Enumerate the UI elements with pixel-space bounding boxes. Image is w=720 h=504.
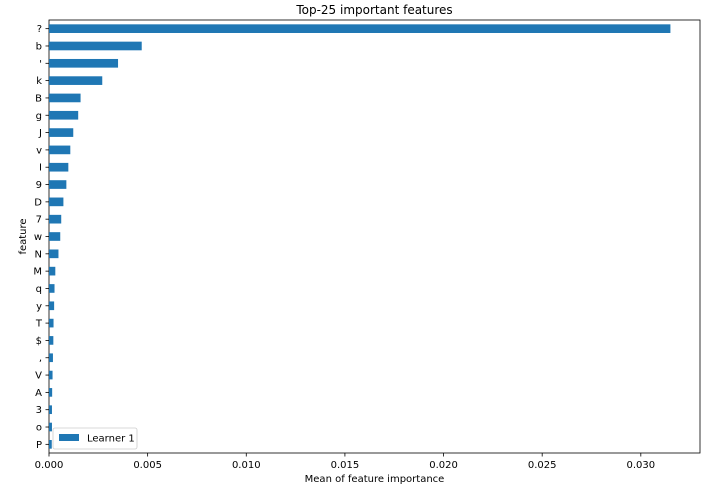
y-tick-label: B [35,93,42,104]
y-tick-label: V [35,371,42,382]
plot-frame [48,19,701,454]
y-tick-label: b [36,41,42,52]
bar-11 [49,214,62,224]
y-tick-label: , [39,353,42,364]
x-tick-label: 0.020 [429,460,458,471]
y-axis-title: feature [18,218,29,254]
y-tick-label: g [36,111,42,122]
bar-24 [49,440,52,449]
y-tick-label: N [35,249,42,260]
y-tick-label: A [35,388,42,399]
bar-16 [49,301,55,311]
y-tick-label: 7 [36,215,42,226]
bar-4 [49,93,81,103]
bar-10 [49,197,64,207]
bar-8 [49,162,69,172]
y-tick-label: D [34,197,42,208]
y-tick-label: 9 [36,180,42,191]
y-tick-label: T [35,319,43,330]
bar-6 [49,128,74,137]
bar-18 [49,336,54,345]
bar-22 [49,405,52,415]
y-tick-label: ' [39,59,42,70]
bar-17 [49,318,54,328]
bar-19 [49,353,53,363]
x-tick-label: 0.025 [528,460,557,471]
y-tick-label: I [39,163,42,174]
y-tick-label: P [36,440,42,451]
y-tick-label: 3 [36,405,42,416]
bar-21 [49,388,53,397]
x-tick-label: 0.005 [133,460,162,471]
bar-7 [49,145,71,155]
legend-swatch [59,434,79,441]
x-tick-label: 0.015 [331,460,360,471]
y-tick-label: $ [36,336,42,347]
legend: Learner 1 [52,427,138,450]
legend-label: Learner 1 [87,434,135,445]
chart-title: Top-25 important features [295,3,452,17]
y-tick-label: o [36,423,42,434]
bar-2 [49,58,119,68]
y-tick-label: y [36,301,42,312]
bar-1 [49,41,142,51]
y-tick-label: w [34,232,42,243]
bar-0 [49,24,671,33]
x-axis-title: Mean of feature importance [305,474,445,485]
y-tick-label: ? [37,24,42,35]
bar-5 [49,110,79,120]
x-tick-label: 0.000 [35,460,64,471]
x-axis: 0.000 0.005 0.010 0.015 0.020 0.025 0.030 [35,453,655,471]
bars-group [49,24,671,449]
y-tick-label: q [36,284,42,295]
y-tick-label: M [33,267,42,278]
x-tick-label: 0.030 [626,460,655,471]
y-tick-label: k [36,76,42,87]
bar-20 [49,370,53,380]
bar-3 [49,76,103,85]
y-tick-label: J [38,128,42,139]
bar-23 [49,422,52,432]
x-tick-label: 0.010 [232,460,261,471]
legend-box [52,427,138,450]
bar-15 [49,284,55,293]
bar-13 [49,249,59,259]
y-tick-label: v [36,145,42,156]
bar-9 [49,180,67,189]
bar-12 [49,232,61,241]
bar-14 [49,266,56,276]
